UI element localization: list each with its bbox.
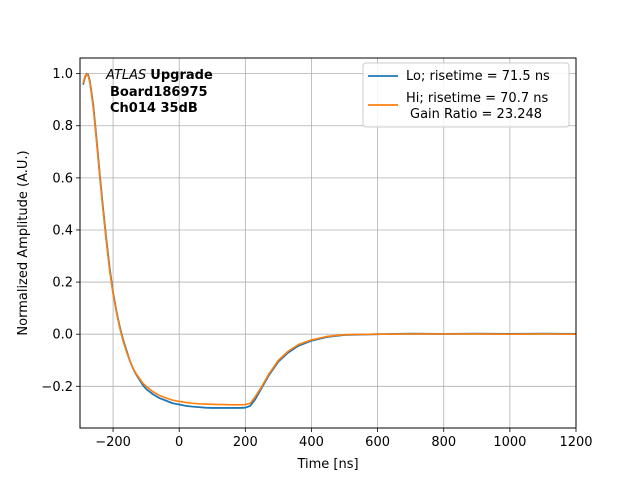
y-tick-label: 0.8	[52, 119, 73, 134]
y-tick-label: 1.0	[52, 67, 73, 82]
series-line-hi	[82, 72, 576, 406]
x-tick-label: 0	[175, 435, 183, 450]
annotation-line-1: ATLAS Upgrade	[105, 68, 213, 83]
annotation: ATLAS Upgrade Board186975 Ch014 35dB	[105, 68, 213, 116]
series-group	[82, 72, 576, 409]
x-tick-label: 800	[431, 435, 456, 450]
legend-label-hi: Hi; risetime = 70.7 ns	[406, 91, 548, 106]
y-tick-label: 0.2	[52, 276, 73, 291]
legend-label-lo: Lo; risetime = 71.5 ns	[406, 69, 550, 84]
x-tick-label: 1200	[559, 435, 592, 450]
plot-frame	[79, 57, 577, 429]
annotation-board: Board186975	[110, 85, 208, 100]
legend: Lo; risetime = 71.5 ns Hi; risetime = 70…	[362, 62, 570, 128]
x-axis-ticks: −200 0 200 400 600 800 1000 1200	[95, 428, 593, 450]
annotation-channel: Ch014 35dB	[110, 101, 198, 116]
y-axis-label: Normalized Amplitude (A.U.)	[16, 150, 31, 335]
x-tick-label: 400	[299, 435, 324, 450]
legend-label-hi-gain: Gain Ratio = 23.248	[410, 107, 542, 122]
x-tick-label: −200	[95, 435, 131, 450]
y-tick-label: 0.4	[52, 223, 73, 238]
y-tick-label: −0.2	[41, 380, 73, 395]
x-axis-label: Time [ns]	[296, 457, 358, 472]
y-tick-label: 0.6	[52, 171, 73, 186]
x-tick-label: 200	[233, 435, 258, 450]
legend-box	[362, 62, 570, 128]
y-tick-label: 0.0	[52, 328, 73, 343]
x-tick-label: 600	[365, 435, 390, 450]
y-axis-ticks: −0.2 0.0 0.2 0.4 0.6 0.8 1.0	[41, 67, 80, 395]
annotation-experiment: ATLAS	[105, 68, 146, 83]
annotation-upgrade: Upgrade	[150, 68, 213, 83]
x-tick-label: 1000	[493, 435, 526, 450]
